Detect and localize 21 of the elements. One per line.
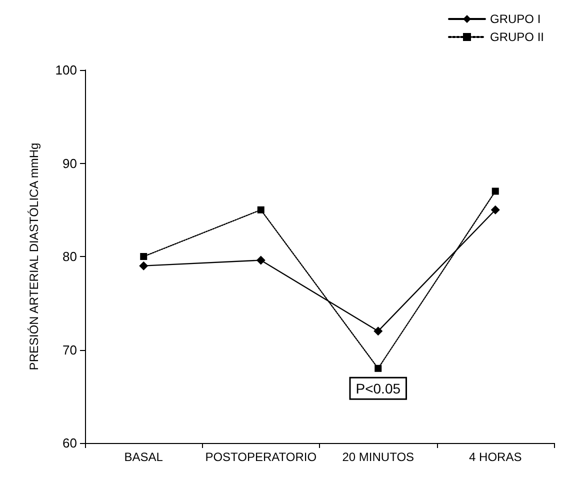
y-tick-label: 80 [62,249,77,264]
point [374,364,382,372]
point [492,188,499,195]
point [139,261,148,270]
x-tick-label: POSTOPERATORIO [205,450,317,464]
point [256,256,266,265]
x-tick-label: 20 MINUTOS [342,450,414,464]
point [490,205,500,214]
legend-label: GRUPO I [490,12,541,26]
point [257,206,264,214]
y-axis-title: PRESIÓN ARTERIAL DIASTÓLICA mmHg [27,142,41,370]
legend-label: GRUPO II [490,30,544,44]
y-tick-label: 90 [62,156,77,171]
point [140,253,148,260]
y-tick-label: 100 [55,62,77,78]
y-tick-label: 60 [62,436,77,450]
annotation: P<0.05 [356,380,401,396]
x-tick-label: 4 HORAS [469,450,522,464]
x-tick-label: BASAL [124,450,164,464]
point [374,326,383,336]
y-tick-label: 70 [62,342,77,358]
